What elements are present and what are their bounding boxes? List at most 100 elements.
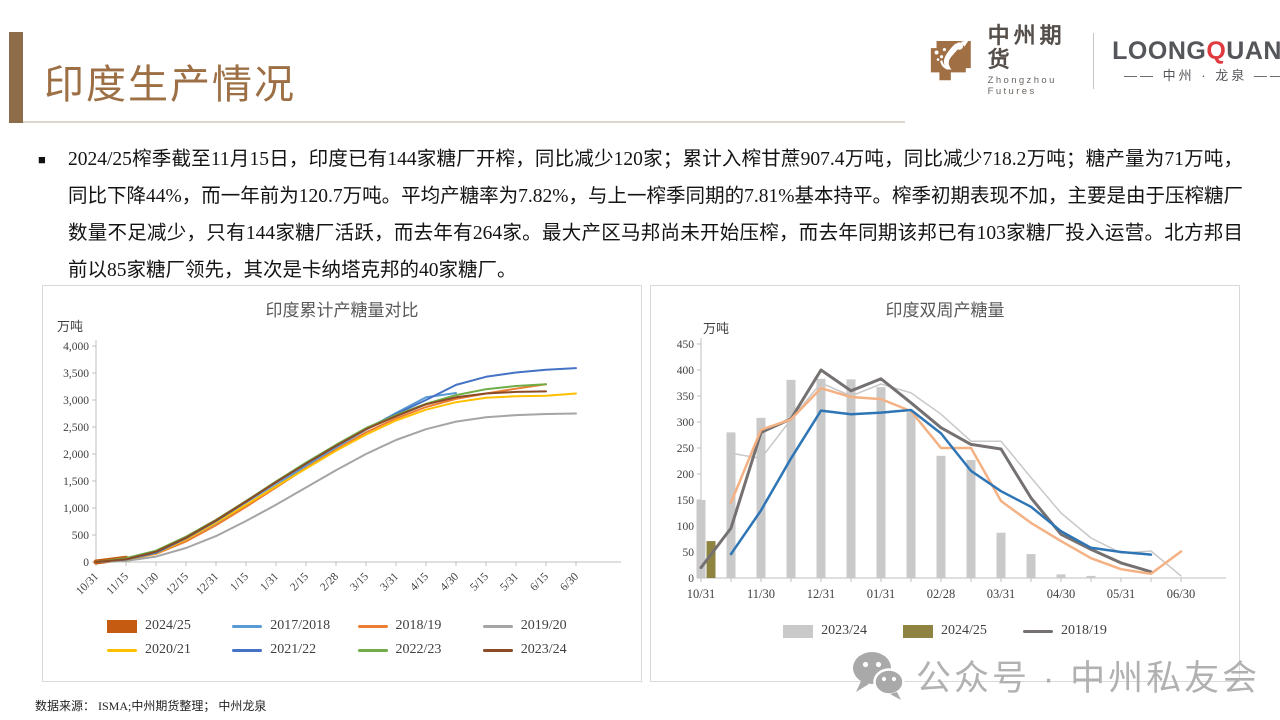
legend-swatch <box>232 624 263 628</box>
cumulative-production-chart-panel: 印度累计产糖量对比 万吨 0 500 1,000 1,500 2,000 2,500 3,0… <box>42 285 642 682</box>
line-series-2023/24 <box>95 390 547 563</box>
svg-text:06/30: 06/30 <box>1167 587 1195 601</box>
brand-name-cn: 中州期货 <box>987 23 1066 73</box>
chart-legend-cumulative: 2024/25 2017/2018 2018/19 2019/20 2020/21 202… <box>55 618 629 658</box>
summary-bullet: ■ 2024/25榨季截至11月15日，印度已有144家糖厂开榨，同比减少120… <box>38 141 1243 289</box>
legend-item-2023-24: 2023/24 <box>482 642 608 658</box>
legend-swatch <box>903 624 934 638</box>
svg-text:6/15: 6/15 <box>528 570 551 593</box>
page-title: 印度生产情况 <box>44 63 296 107</box>
svg-text:0: 0 <box>688 573 694 585</box>
legend-label: 2021/22 <box>270 642 317 657</box>
svg-text:3,500: 3,500 <box>63 368 89 380</box>
legend-item-2020-21: 2020/21 <box>107 642 232 658</box>
chart-title-cumulative: 印度累计产糖量对比 <box>265 301 419 320</box>
brand-loongquant: LOONGQUANT —— 中州 · 龙泉 —— <box>1112 36 1280 84</box>
svg-text:5/31: 5/31 <box>498 570 521 593</box>
wechat-watermark: 公众号 · 中州私友会 <box>852 650 1260 701</box>
leopard-logo-icon <box>930 39 971 80</box>
svg-text:200: 200 <box>677 469 695 481</box>
legend-item-2022-23: 2022/23 <box>357 642 483 658</box>
cumulative-production-chart: 0 500 1,000 1,500 2,000 2,500 3,000 3,500 4,000 1… <box>63 340 621 598</box>
legend-swatch <box>357 648 388 652</box>
svg-text:03/31: 03/31 <box>987 587 1015 601</box>
brand-name-en: Zhongzhou Futures <box>987 75 1057 97</box>
legend-item-2017-2018: 2017/2018 <box>232 618 357 634</box>
legend-item-2021-22: 2021/22 <box>232 642 357 658</box>
line-series-2019/20 <box>95 412 577 563</box>
biweekly-production-chart-panel: 印度双周产糖量 万吨 0 50 100 150 200 250 300 350 400 450 10… <box>650 285 1240 682</box>
svg-text:250: 250 <box>677 443 695 455</box>
chart-legend-biweekly: 2023/24 2024/25 2018/19 <box>663 623 1227 639</box>
svg-text:11/30: 11/30 <box>134 570 161 597</box>
legend-label: 2018/19 <box>1060 623 1107 638</box>
svg-text:11/15: 11/15 <box>104 570 131 597</box>
header-logos: 中州期货 Zhongzhou Futures LOONGQUANT —— 中州 … <box>928 23 1280 97</box>
legend-label: 2023/24 <box>520 642 567 657</box>
legend-item-2018-19: 2018/19 <box>357 618 483 634</box>
legend-swatch <box>357 624 388 628</box>
wechat-icon <box>853 651 905 700</box>
svg-text:4/30: 4/30 <box>438 570 461 593</box>
watermark-text: 公众号 · 中州私友会 <box>916 659 1261 698</box>
svg-text:450: 450 <box>677 339 695 351</box>
svg-text:50: 50 <box>683 547 695 559</box>
line-series-2018/19 <box>95 383 547 563</box>
svg-text:1,000: 1,000 <box>63 503 89 515</box>
svg-text:150: 150 <box>677 495 695 507</box>
legend-label: 2017/2018 <box>270 618 331 633</box>
svg-text:3/31: 3/31 <box>378 570 401 593</box>
svg-text:10/31: 10/31 <box>74 570 101 597</box>
legend-swatch <box>107 619 137 633</box>
legend-swatch <box>232 648 263 652</box>
line-series-unlabeled-2 <box>729 386 1183 576</box>
svg-text:04/30: 04/30 <box>1047 587 1075 601</box>
svg-text:0: 0 <box>83 557 89 569</box>
svg-text:400: 400 <box>677 365 695 377</box>
svg-text:12/15: 12/15 <box>164 570 191 597</box>
legend-item-2019-20: 2019/20 <box>482 618 608 634</box>
axes: 0 500 1,000 1,500 2,000 2,500 3,000 3,500 4,000 1… <box>63 340 621 598</box>
legend-label: 2018/19 <box>395 618 442 633</box>
svg-text:2,500: 2,500 <box>63 422 89 434</box>
logo-divider <box>1093 32 1095 89</box>
svg-text:02/28: 02/28 <box>927 587 955 601</box>
legend-item-2018-19: 2018/19 <box>1022 623 1107 639</box>
legend-swatch <box>783 624 814 638</box>
legend-label: 2019/20 <box>520 618 567 633</box>
brand-loongquant-wordmark: LOONGQUANT <box>1112 36 1280 65</box>
y-axis-unit-label: 万吨 <box>57 319 84 334</box>
svg-text:12/31: 12/31 <box>807 587 835 601</box>
svg-text:100: 100 <box>677 521 695 533</box>
legend-swatch <box>1022 629 1053 633</box>
svg-text:4,000: 4,000 <box>63 341 89 353</box>
brand-loongquant-sub: —— 中州 · 龙泉 —— <box>1124 68 1280 84</box>
chart-title-biweekly: 印度双周产糖量 <box>885 301 1005 320</box>
legend-swatch <box>482 624 513 628</box>
header-divider <box>23 121 905 123</box>
title-accent-bar <box>9 32 23 123</box>
svg-text:500: 500 <box>72 530 90 542</box>
line-series-2018/19 <box>699 368 1153 574</box>
biweekly-production-chart: 0 50 100 150 200 250 300 350 400 450 10/31 11/30 12/… <box>677 338 1226 601</box>
summary-text: 2024/25榨季截至11月15日，印度已有144家糖厂开榨，同比减少120家；… <box>68 149 1243 281</box>
legend-item-2023-24: 2023/24 <box>783 623 867 639</box>
legend-item-2024-25: 2024/25 <box>903 623 987 639</box>
legend-label: 2023/24 <box>821 623 868 638</box>
bullet-marker: ■ <box>38 152 46 167</box>
svg-text:01/31: 01/31 <box>867 587 895 601</box>
svg-text:2/15: 2/15 <box>288 570 311 593</box>
svg-text:1,500: 1,500 <box>63 476 89 488</box>
svg-text:2/28: 2/28 <box>318 570 341 593</box>
legend-item-2024-25: 2024/25 <box>107 618 232 634</box>
legend-swatch <box>107 648 137 652</box>
svg-text:350: 350 <box>677 391 695 403</box>
svg-text:1/15: 1/15 <box>228 570 251 593</box>
line-series-unlabeled-0 <box>730 382 1182 577</box>
bar-series-2023/24 <box>696 378 1096 578</box>
svg-text:6/30: 6/30 <box>558 570 581 593</box>
svg-text:3/15: 3/15 <box>348 570 371 593</box>
svg-text:3,000: 3,000 <box>63 395 89 407</box>
svg-text:05/31: 05/31 <box>1107 587 1135 601</box>
